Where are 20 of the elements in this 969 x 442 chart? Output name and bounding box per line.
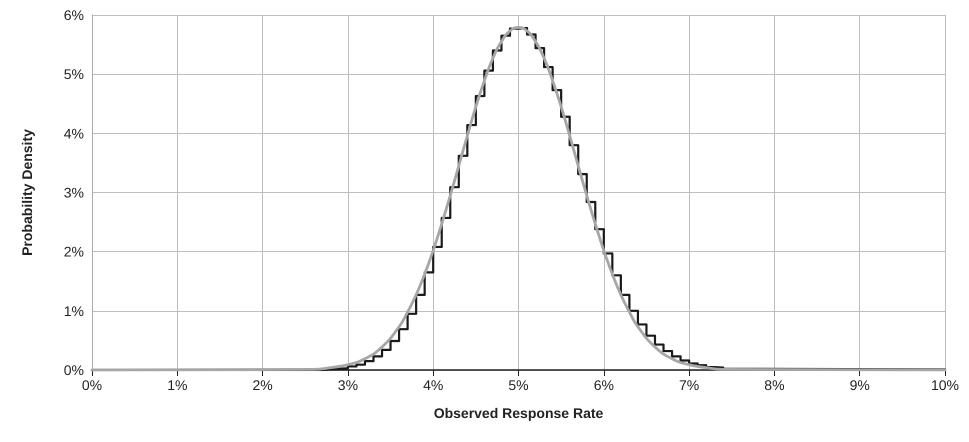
x-tick-label: 9% — [850, 377, 870, 393]
y-tick-label: 1% — [64, 302, 84, 319]
x-tick-label: 10% — [930, 377, 960, 393]
x-tick-label: 4% — [423, 377, 444, 393]
y-tick-label: 0% — [64, 362, 84, 378]
y-tick-label: 4% — [64, 125, 84, 142]
x-axis-title: Observed Response Rate — [434, 405, 604, 421]
x-tick-label: 2% — [252, 377, 273, 393]
x-tick-label: 3% — [338, 377, 358, 393]
x-tick-label: 0% — [82, 377, 102, 393]
x-tick-label: 1% — [167, 377, 188, 393]
x-tick-label: 5% — [508, 377, 529, 393]
y-tick-label: 2% — [64, 244, 84, 260]
y-axis-title: Probability Density — [19, 128, 35, 256]
y-tick-label: 3% — [64, 184, 84, 200]
x-tick-label: 7% — [678, 377, 700, 393]
y-tick-label: 5% — [64, 66, 84, 82]
y-tick-label: 6% — [64, 7, 84, 23]
x-tick-label: 6% — [594, 377, 614, 393]
x-tick-label: 8% — [764, 377, 785, 393]
